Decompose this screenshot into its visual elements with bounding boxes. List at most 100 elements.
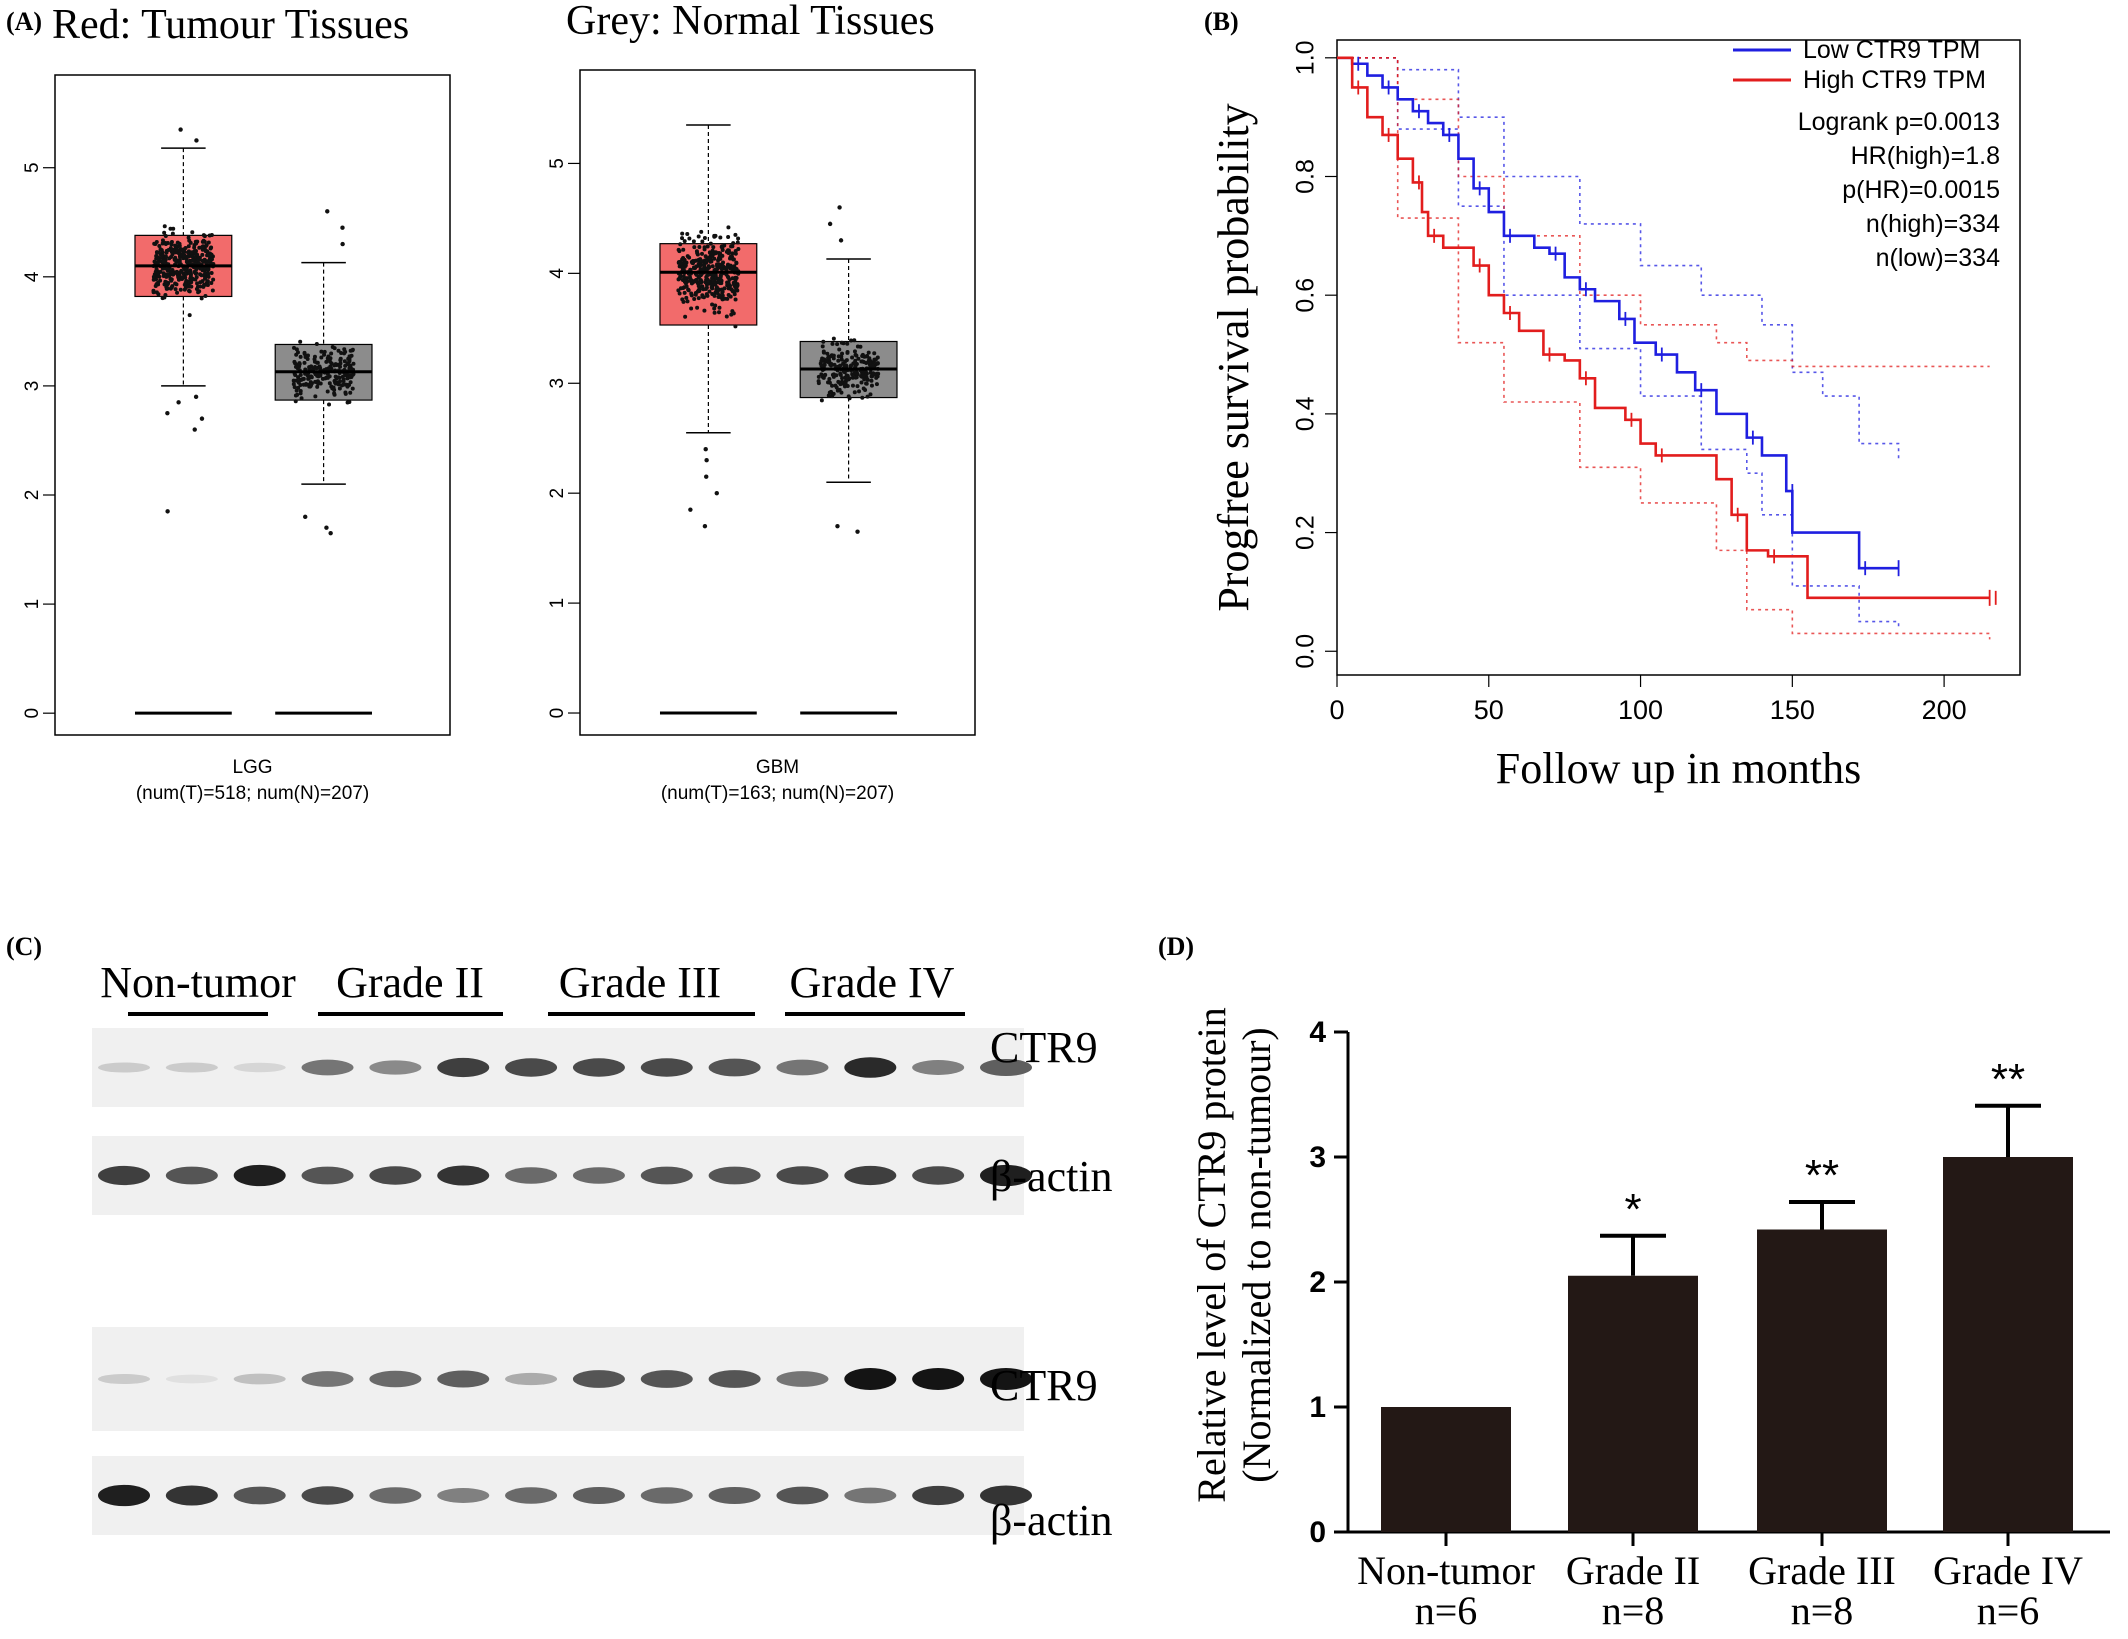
data-point	[837, 347, 842, 352]
data-point	[296, 375, 301, 380]
data-point	[696, 234, 701, 239]
data-point	[824, 358, 829, 363]
data-point	[697, 264, 702, 269]
band	[233, 1373, 286, 1385]
data-point	[712, 293, 717, 298]
legend-label-0: Low CTR9 TPM	[1803, 36, 1980, 64]
data-point	[726, 234, 731, 239]
data-point	[725, 296, 730, 301]
legend-label-1: High CTR9 TPM	[1803, 66, 1986, 94]
data-point	[852, 349, 857, 354]
outlier-point	[340, 241, 345, 247]
band	[572, 1370, 625, 1388]
panel-a-label: (A)	[6, 7, 42, 36]
data-point	[205, 279, 210, 284]
y-tick-label: 4	[547, 268, 568, 279]
y-tick-label: 2	[22, 490, 43, 501]
data-point	[683, 314, 688, 319]
data-point	[205, 252, 210, 257]
data-point	[722, 286, 727, 291]
data-point	[727, 277, 732, 282]
band	[980, 1164, 1032, 1187]
group-label-3: Grade IV	[790, 958, 955, 1007]
data-point	[292, 359, 297, 364]
survival-curve-1	[1337, 56, 1990, 600]
data-point	[316, 365, 321, 370]
y-tick-label: 3	[547, 378, 568, 389]
band	[572, 1486, 625, 1505]
data-point	[724, 249, 729, 254]
data-point	[207, 233, 212, 238]
data-point	[314, 342, 319, 347]
data-point	[200, 245, 205, 250]
data-point	[700, 239, 705, 244]
band	[233, 1486, 286, 1505]
data-point	[174, 247, 179, 252]
band	[844, 1487, 897, 1504]
data-point	[676, 277, 681, 282]
data-point	[731, 311, 736, 316]
data-point	[156, 292, 161, 297]
data-point	[713, 303, 718, 308]
band	[301, 1371, 354, 1387]
band	[369, 1487, 422, 1504]
y-tick-label: 3	[22, 381, 43, 392]
y-tick-label: 0.4	[1292, 396, 1320, 431]
data-point	[864, 381, 869, 386]
data-point	[336, 375, 341, 380]
data-point	[340, 374, 345, 379]
data-point	[842, 370, 847, 375]
data-point	[689, 291, 694, 296]
band	[708, 1058, 761, 1077]
data-point	[177, 241, 182, 246]
band	[912, 1060, 965, 1075]
data-point	[706, 281, 711, 286]
outlier-point	[178, 127, 183, 132]
data-point	[157, 244, 162, 249]
data-point	[194, 241, 199, 246]
data-point	[345, 384, 350, 389]
data-point	[859, 374, 864, 379]
x-tick-label: Non-tumor	[1357, 1548, 1535, 1593]
data-point	[860, 395, 865, 400]
data-point	[679, 261, 684, 266]
blot-label-0: CTR9	[990, 1023, 1098, 1072]
band	[98, 1062, 150, 1073]
data-point	[686, 287, 691, 292]
data-point	[873, 357, 878, 362]
band	[776, 1486, 829, 1505]
data-point	[704, 275, 709, 280]
data-point	[867, 356, 872, 361]
data-point	[151, 290, 156, 295]
data-point	[206, 274, 211, 279]
data-point	[200, 252, 205, 257]
band	[912, 1485, 965, 1506]
outlier-point	[324, 525, 329, 530]
data-point	[325, 389, 330, 394]
outlier-point	[176, 400, 181, 405]
data-point	[169, 254, 174, 259]
band	[505, 1058, 558, 1077]
data-point	[175, 290, 180, 295]
band	[912, 1368, 965, 1390]
data-point	[186, 244, 191, 249]
outlier-point	[194, 138, 199, 143]
data-point	[700, 284, 705, 289]
data-point	[348, 390, 353, 395]
data-point	[853, 375, 858, 380]
data-point	[819, 372, 824, 377]
data-point	[844, 358, 849, 363]
data-point	[695, 289, 700, 294]
data-point	[702, 308, 707, 313]
data-point	[327, 381, 332, 386]
panel-d-label: (D)	[1158, 932, 1194, 961]
data-point	[731, 257, 736, 262]
data-point	[341, 379, 346, 384]
outlier-point	[688, 507, 693, 512]
data-point	[346, 362, 351, 367]
data-point	[827, 380, 832, 385]
data-point	[692, 245, 697, 250]
data-point	[350, 348, 355, 353]
data-point	[162, 224, 167, 229]
x-label: LGG	[232, 757, 272, 778]
